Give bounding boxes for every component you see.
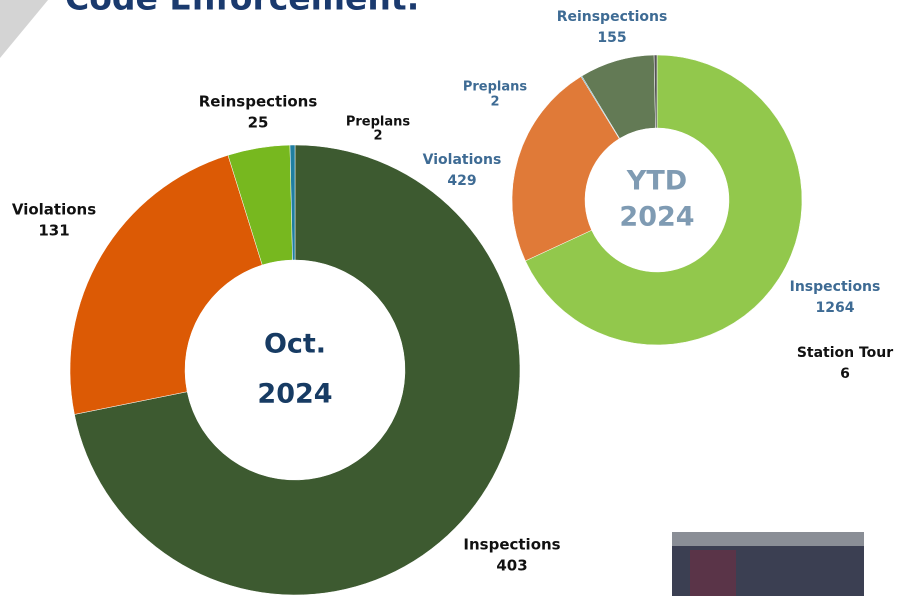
photo-truck bbox=[690, 550, 736, 596]
center-label: YTD bbox=[626, 166, 687, 197]
slice-label: Preplans bbox=[346, 115, 411, 130]
slide-title: Code Enforcement. bbox=[65, 0, 419, 18]
slice-label: Preplans bbox=[463, 80, 528, 95]
center-label: 2024 bbox=[619, 202, 694, 233]
slice-value: 155 bbox=[597, 30, 626, 46]
slice-value: 403 bbox=[496, 557, 527, 575]
donut-slice bbox=[289, 144, 296, 261]
slice-label: Station Tour bbox=[797, 345, 893, 361]
slice-value: 6 bbox=[840, 366, 850, 382]
slice-label: Violations bbox=[12, 201, 96, 219]
center-label: Oct. bbox=[264, 329, 326, 360]
slice-value: 131 bbox=[38, 222, 69, 240]
slice-value: 429 bbox=[447, 173, 476, 189]
slice-label: Reinspections bbox=[199, 93, 318, 111]
donut-slice bbox=[511, 76, 620, 262]
corner-decoration bbox=[0, 0, 48, 58]
slice-label: Reinspections bbox=[557, 9, 668, 25]
slice-value: 2 bbox=[490, 95, 499, 110]
donut-slice bbox=[69, 154, 263, 415]
photo-ceiling bbox=[672, 532, 864, 546]
slice-value: 25 bbox=[248, 114, 269, 132]
donut-slice bbox=[525, 54, 803, 346]
center-label: 2024 bbox=[257, 379, 332, 410]
slice-label: Inspections bbox=[463, 536, 560, 554]
slice-value: 1264 bbox=[816, 300, 855, 316]
donut-slice bbox=[74, 144, 521, 596]
donut-slice bbox=[653, 54, 658, 129]
slice-label: Violations bbox=[423, 152, 502, 168]
slice-value: 2 bbox=[373, 129, 382, 144]
slice-label: Inspections bbox=[790, 279, 881, 295]
